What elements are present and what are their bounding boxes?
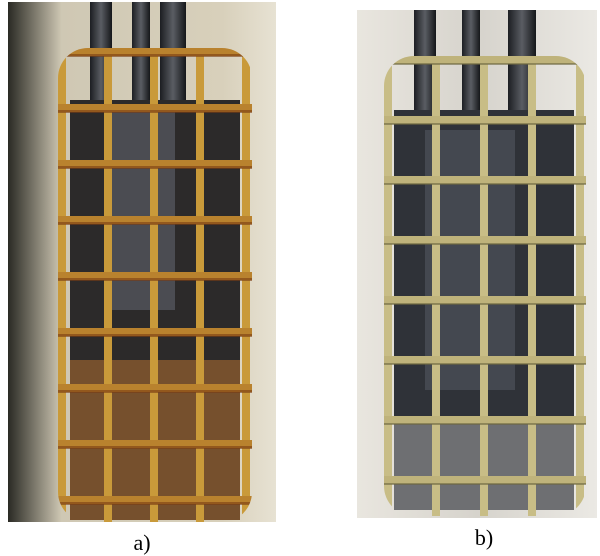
panel-label: a) (133, 530, 150, 555)
page: a) b) (() => { const data = JSON.parse(d… (0, 0, 600, 556)
panel-label: b) (475, 525, 493, 550)
figure: a) b) (0, 0, 600, 556)
photo-b (357, 10, 597, 518)
photo-a (8, 2, 276, 522)
